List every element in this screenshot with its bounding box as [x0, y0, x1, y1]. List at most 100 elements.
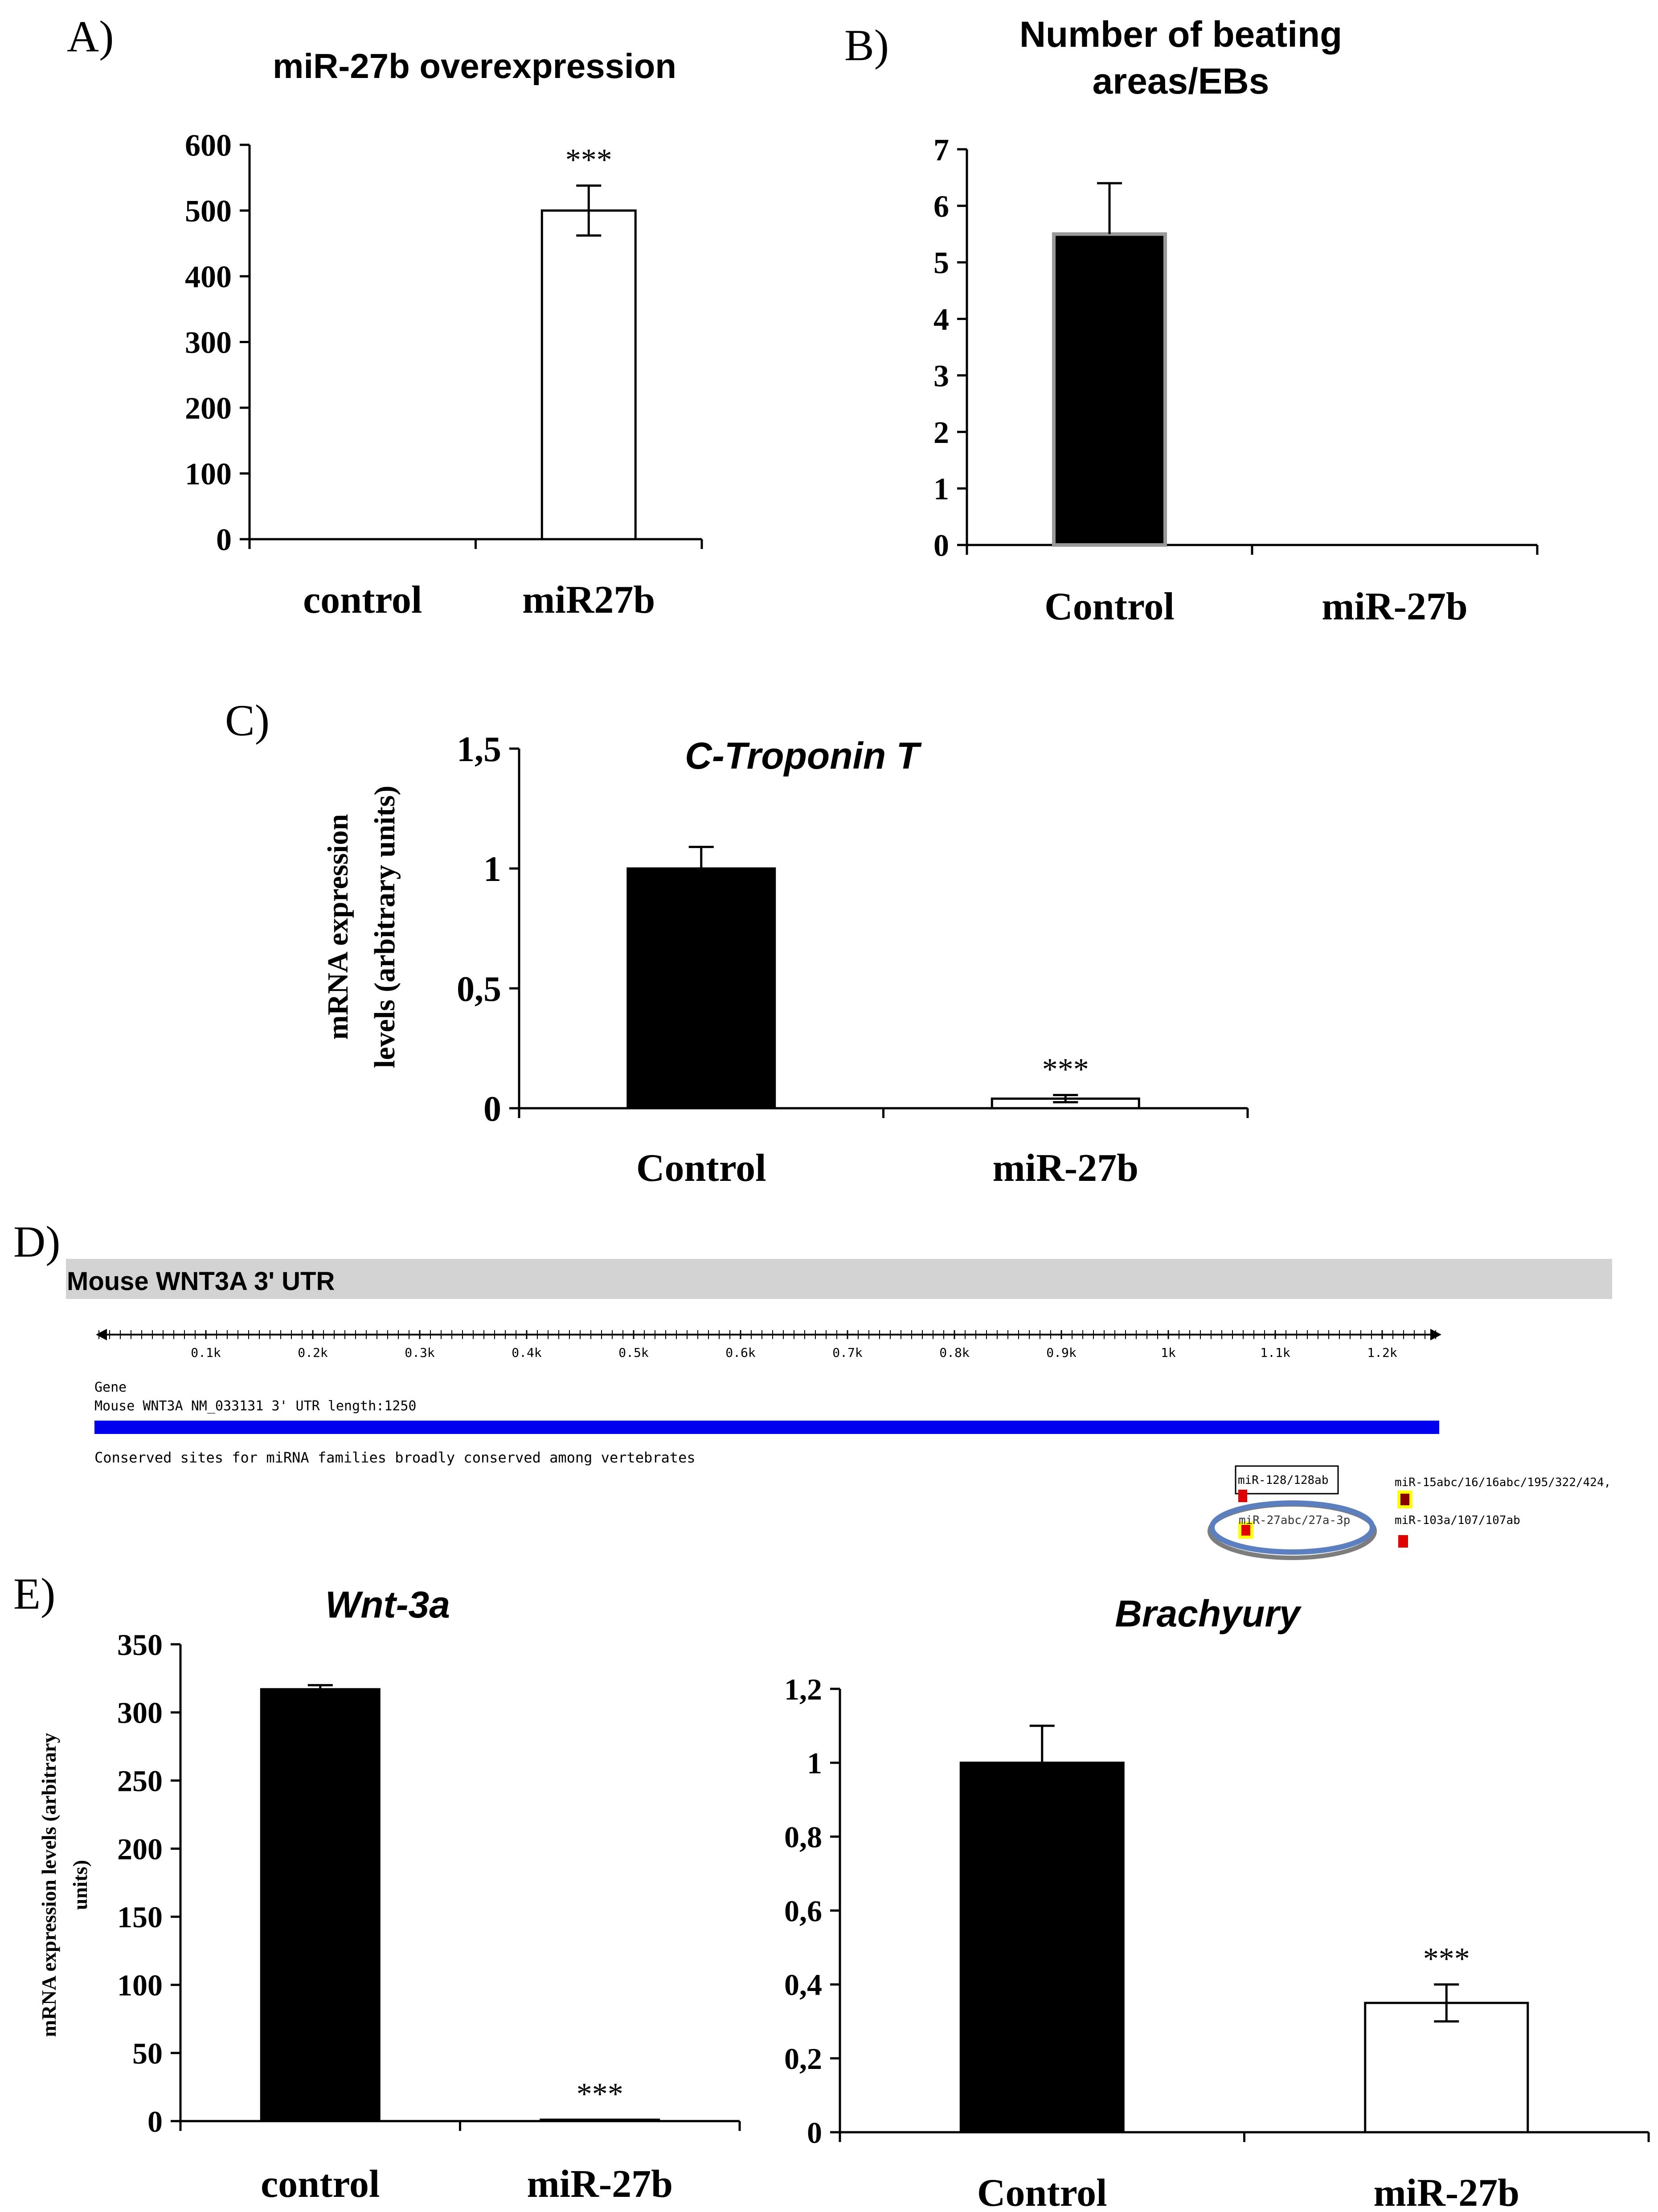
- gene-description: Mouse WNT3A NM_033131 3' UTR length:1250: [94, 1398, 416, 1414]
- ruler-tick-label: 0.3k: [405, 1345, 435, 1360]
- category-label: Control: [636, 1147, 766, 1190]
- category-label: miR-27b: [527, 2163, 673, 2206]
- y-tick-label: 600: [185, 129, 232, 163]
- ruler-tick-label: 1.2k: [1367, 1345, 1397, 1360]
- ruler-tick-label: 0.6k: [725, 1345, 756, 1360]
- site-label-mir103: miR-103a/107/107ab: [1395, 1514, 1520, 1527]
- y-tick-label: 200: [117, 1832, 163, 1866]
- chart-title: areas/EBs: [1093, 61, 1269, 102]
- y-tick-label: 0: [807, 2116, 822, 2150]
- y-tick-label: 6: [933, 189, 949, 224]
- y-tick-label: 0,2: [784, 2042, 822, 2076]
- chart-title: Brachyury: [1115, 1593, 1302, 1634]
- panel-label-b: B): [844, 20, 889, 70]
- panel-label-e: E): [13, 1569, 55, 1618]
- y-tick-label: 4: [933, 303, 949, 337]
- chart-e-wnt3a: 0 50 100 150 200 250 300 350 control *** miR-27b Wn…: [37, 1584, 741, 2206]
- highlight-ring: [1209, 1500, 1375, 1555]
- y-tick-label: 2: [933, 416, 949, 450]
- chart-title: miR-27b overexpression: [273, 46, 676, 86]
- category-label: miR-27b: [1373, 2171, 1519, 2212]
- significance-label: ***: [1423, 1942, 1470, 1976]
- panel-label-a: A): [67, 12, 114, 61]
- y-tick-label: 0: [933, 529, 949, 563]
- y-tick-label: 350: [117, 1628, 163, 1662]
- y-tick-label: 300: [117, 1696, 163, 1730]
- category-label: miR-27b: [992, 1147, 1138, 1190]
- utr-header-bar: [66, 1259, 1612, 1299]
- chart-b: 0 1 2 3 4 5 6 7 Control miR-27b Number of beating a…: [933, 14, 1539, 628]
- y-tick-label: 150: [117, 1900, 163, 1934]
- significance-label: ***: [565, 143, 612, 177]
- y-tick-label: 300: [185, 326, 232, 360]
- conserved-sites-text: Conserved sites for miRNA families broad…: [94, 1449, 696, 1466]
- y-tick-label: 0,4: [784, 1968, 822, 2002]
- bar-control: [959, 1761, 1125, 2134]
- ruler-tick-label: 1.1k: [1260, 1345, 1290, 1360]
- y-tick-label: 7: [933, 133, 949, 168]
- utr-gene-bar: [94, 1421, 1439, 1434]
- y-tick-label: 1: [807, 1746, 822, 1780]
- bar-control: [626, 867, 776, 1110]
- y-tick-label: 1: [483, 850, 501, 889]
- panel-label-d: D): [13, 1217, 61, 1266]
- y-tick-label: 100: [185, 457, 232, 492]
- chart-e-brachyury: 0 0,2 0,4 0,6 0,8 1 1,2 Control *** miR-27b Brachy…: [784, 1593, 1650, 2212]
- y-axis-label: mRNA expression levels (arbitrary: [37, 1733, 60, 2037]
- site-marker-mir15: [1400, 1494, 1409, 1505]
- y-tick-label: 0: [147, 2105, 163, 2138]
- y-tick-label: 0,5: [457, 970, 501, 1009]
- y-tick-label: 400: [185, 260, 232, 295]
- y-tick-label: 100: [117, 1968, 163, 2002]
- y-tick-label: 0,6: [784, 1894, 822, 1928]
- category-label: miR-27b: [1322, 585, 1468, 628]
- ruler-tick-label: 0.7k: [832, 1345, 863, 1360]
- chart-c: 0 0,5 1 1,5 Control *** miR-27b C-Troponin T mRN…: [322, 730, 1249, 1190]
- y-tick-label: 1,5: [457, 730, 501, 769]
- gene-heading: Gene: [94, 1380, 127, 1395]
- site-marker-mir128: [1238, 1490, 1247, 1502]
- site-label-mir15: miR-15abc/16/16abc/195/322/424,: [1395, 1476, 1611, 1489]
- utr-ruler: 0.1k 0.2k 0.3k 0.4k 0.5k 0.6k 0.7k 0.8k 0.9k 1k 1.…: [96, 1329, 1441, 1360]
- ruler-tick-label: 0.2k: [298, 1345, 328, 1360]
- utr-map: Mouse WNT3A 3' UTR 0.1k 0.2k 0.3k 0.4k 0.5k 0…: [66, 1259, 1612, 1560]
- y-tick-label: 5: [933, 246, 949, 280]
- category-label: control: [303, 578, 422, 622]
- ruler-tick-label: 0.4k: [512, 1345, 542, 1360]
- utr-header-title: Mouse WNT3A 3' UTR: [67, 1267, 335, 1296]
- site-label-mir27: miR-27abc/27a-3p: [1239, 1514, 1350, 1527]
- y-tick-label: 0: [483, 1090, 501, 1129]
- bar-mir-27b: [540, 2118, 660, 2122]
- ruler-tick-label: 1k: [1161, 1345, 1176, 1360]
- site-marker-mir27: [1241, 1525, 1250, 1536]
- y-axis-label: levels (arbitrary units): [368, 786, 401, 1068]
- bar-control: [260, 1688, 381, 2122]
- category-label: Control: [977, 2171, 1107, 2212]
- y-axis-label: mRNA expression: [322, 814, 354, 1040]
- bar-control: [1052, 232, 1167, 547]
- category-label: miR27b: [522, 578, 655, 622]
- category-label: control: [261, 2163, 380, 2206]
- ruler-tick-label: 0.1k: [191, 1345, 221, 1360]
- chart-title: Wnt-3a: [325, 1584, 450, 1626]
- ruler-tick-label: 0.5k: [618, 1345, 649, 1360]
- y-tick-label: 200: [185, 392, 232, 426]
- significance-label: ***: [1042, 1052, 1089, 1086]
- site-label-mir128: miR-128/128ab: [1238, 1474, 1329, 1487]
- y-tick-label: 1,2: [784, 1672, 822, 1706]
- y-tick-label: 1: [933, 472, 949, 507]
- y-tick-label: 250: [117, 1764, 163, 1798]
- category-label: Control: [1044, 585, 1175, 628]
- y-tick-label: 500: [185, 194, 232, 229]
- ruler-tick-label: 0.8k: [939, 1345, 970, 1360]
- significance-label: ***: [577, 2077, 623, 2111]
- y-tick-label: 0: [216, 523, 232, 557]
- y-tick-label: 50: [132, 2036, 163, 2070]
- chart-title: Number of beating: [1019, 14, 1342, 55]
- y-tick-label: 0,8: [784, 1820, 822, 1854]
- panel-label-c: C): [225, 696, 270, 745]
- bar-mir-27b: [1364, 2002, 1529, 2134]
- ruler-tick-label: 0.9k: [1046, 1345, 1077, 1360]
- chart-title: C-Troponin T: [685, 735, 922, 777]
